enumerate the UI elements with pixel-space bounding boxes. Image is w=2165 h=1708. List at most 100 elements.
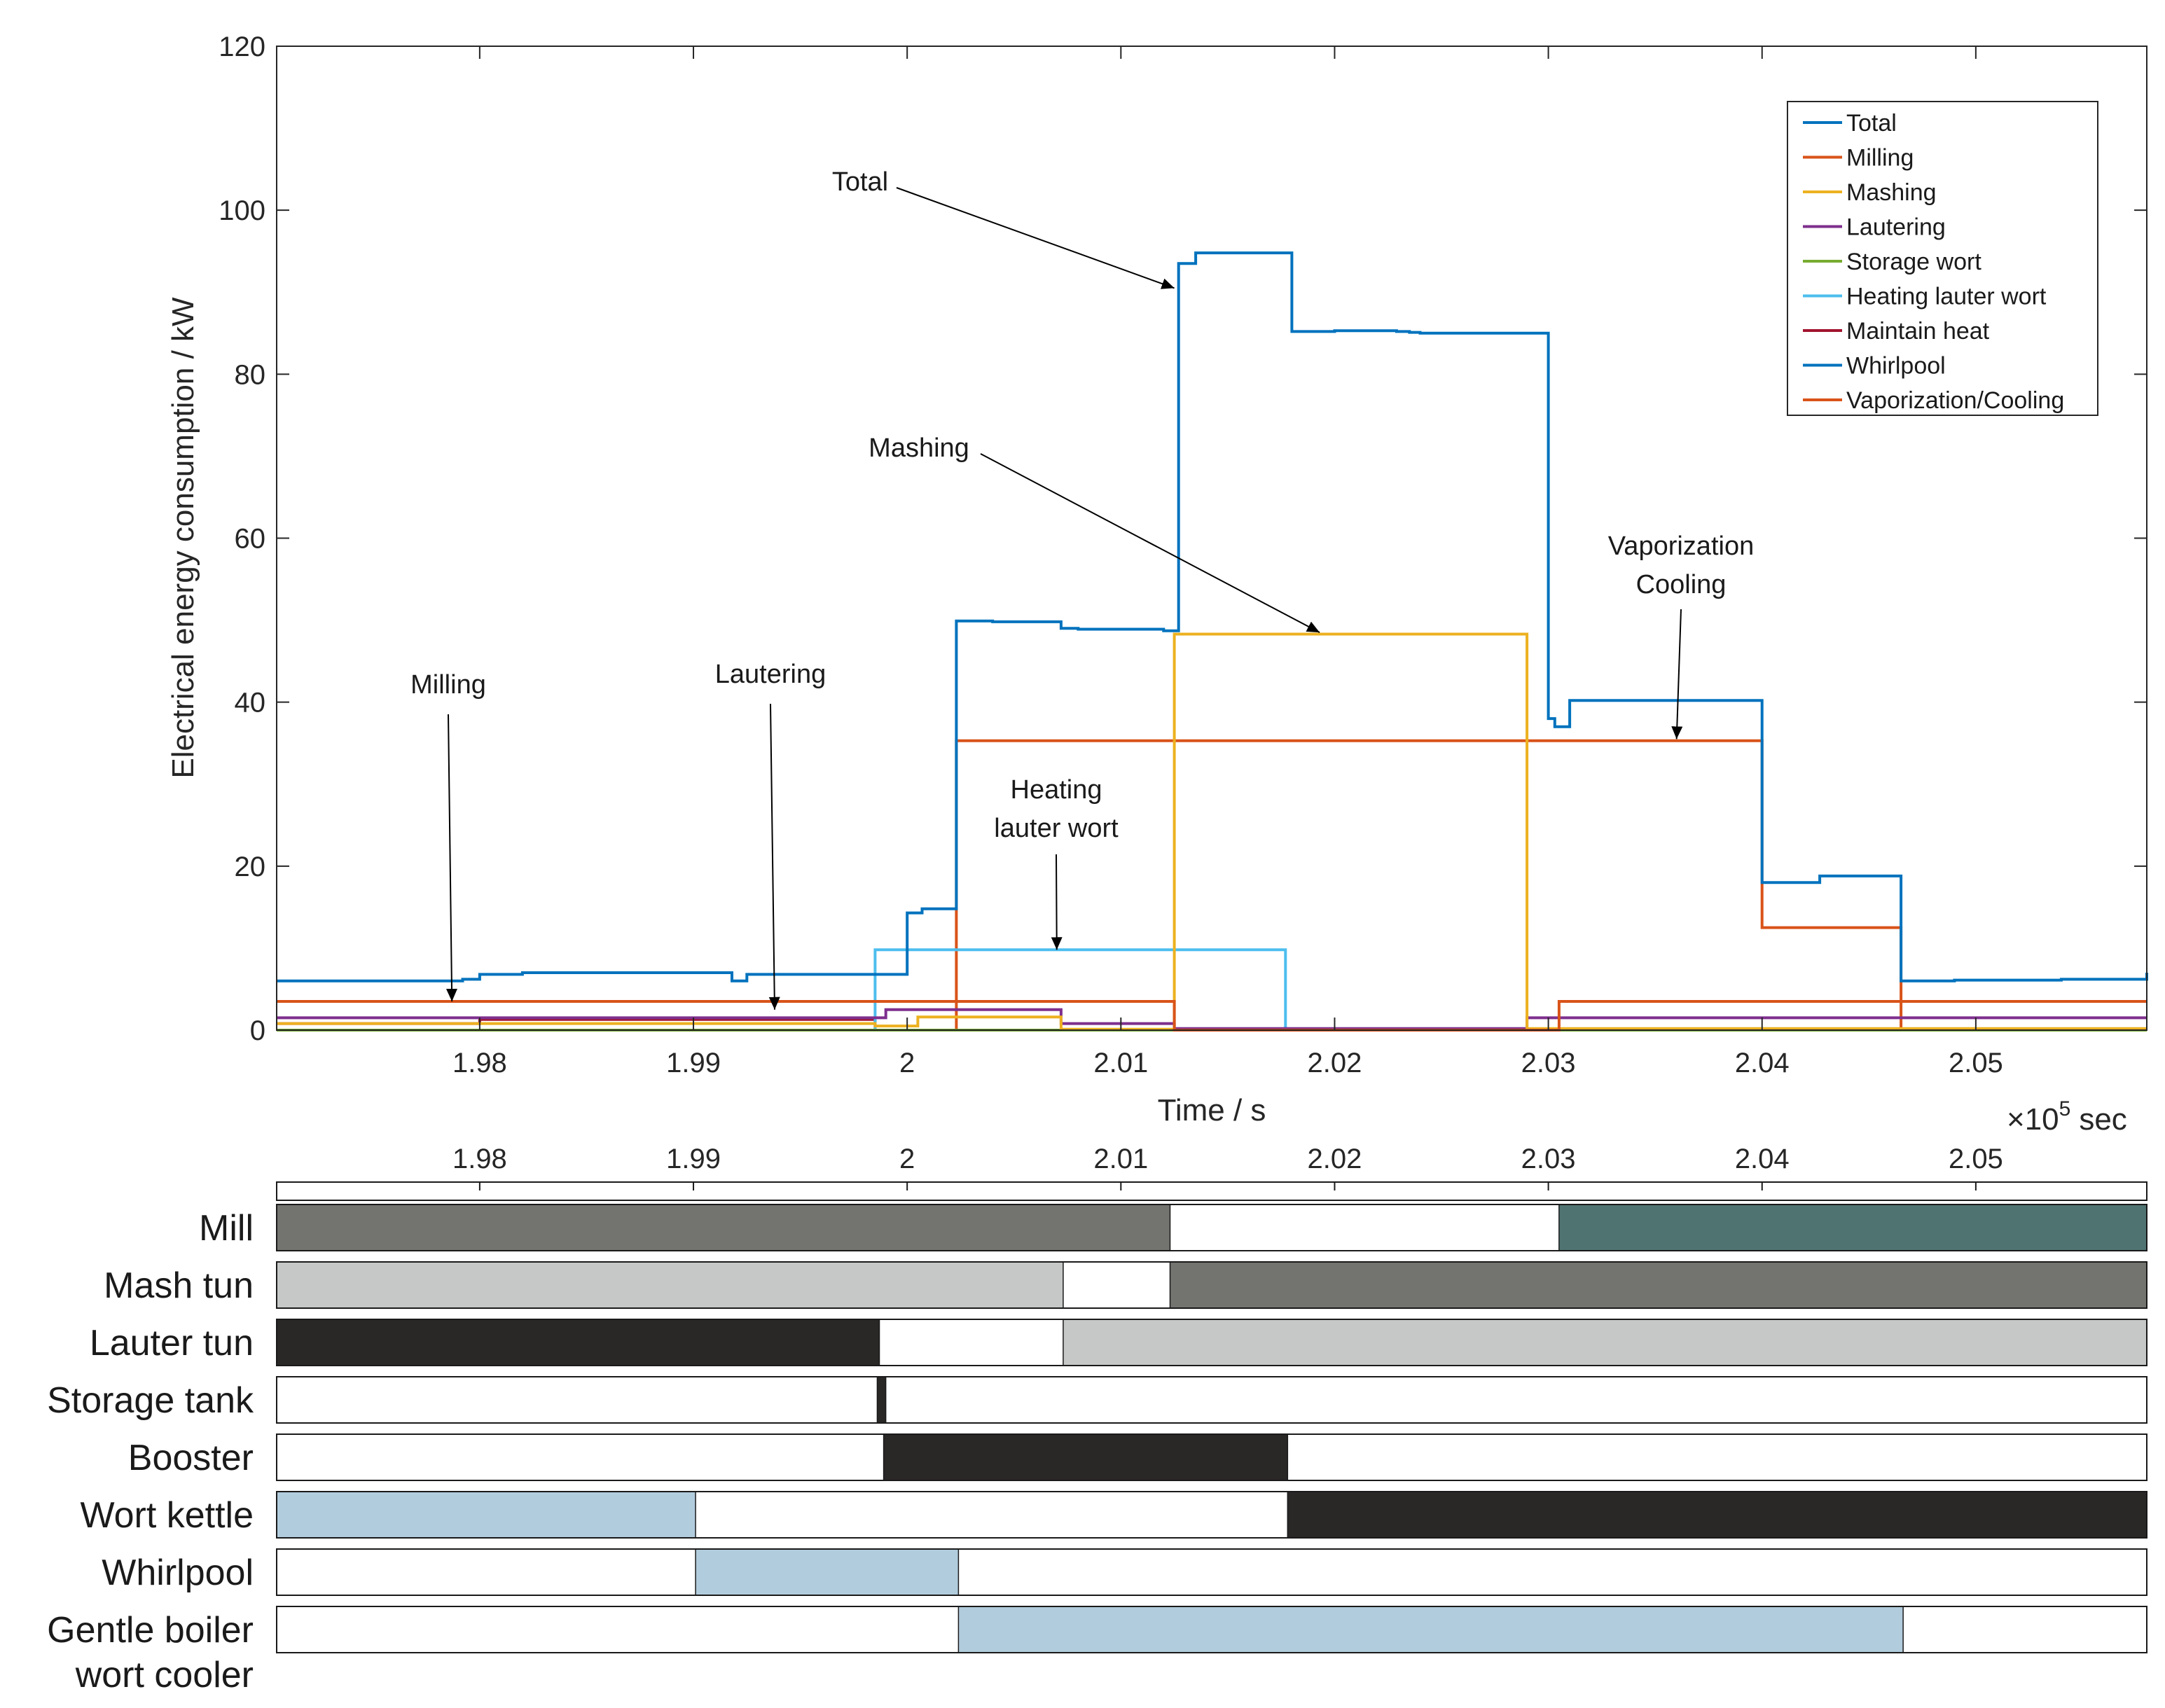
gantt-row-frame	[276, 1319, 2147, 1366]
annotation-arrow	[1051, 854, 1063, 950]
gantt-segment	[1169, 1261, 2147, 1309]
gantt-segment	[695, 1548, 960, 1596]
gantt-row-storage-tank: Storage tank	[47, 1376, 2147, 1424]
x-tick-label: 2.01	[1093, 1048, 1148, 1078]
gantt-segment	[1287, 1491, 2147, 1539]
gantt-row-bg	[277, 1549, 2147, 1595]
gantt-row-frame	[276, 1433, 2147, 1481]
gantt-row-label: Storage tank	[47, 1380, 254, 1421]
gantt-row-frame	[276, 1491, 2147, 1539]
gantt-row-label: Mill	[199, 1208, 254, 1249]
legend-label: Vaporization/Cooling	[1846, 387, 2064, 414]
gantt-tick-label: 2.04	[1735, 1144, 1790, 1174]
y-axis: 0 20 40 60 80 100 120	[219, 32, 2147, 1046]
gantt-segment	[276, 1261, 1064, 1309]
annotation-arrow	[445, 714, 457, 1002]
legend-label: Whirlpool	[1846, 353, 1946, 380]
gantt-row-bg	[277, 1377, 2147, 1423]
gantt-row-label: Mash tun	[104, 1265, 254, 1306]
gantt-tick-label: 2.03	[1521, 1144, 1576, 1174]
legend-label: Storage wort	[1846, 249, 1981, 275]
x-tick-label: 2.03	[1521, 1048, 1576, 1078]
x-tick-label: 1.98	[452, 1048, 507, 1078]
gantt-row-label: Whirlpool	[102, 1553, 254, 1593]
legend-label: Total	[1846, 110, 1897, 137]
gantt-tick-label: 2.05	[1949, 1144, 2003, 1174]
annotations: Total Mashing Vaporization Cooling Heating la…	[410, 167, 1754, 1010]
gantt-chart: 1.98 1.99 2 2.01 2.02 2.03 2.04 2.05 Mill Mash t…	[47, 1144, 2147, 1695]
series-line-mashing	[277, 632, 2147, 1031]
x-tick-label: 2.04	[1735, 1048, 1790, 1078]
x-tick-label: 2.02	[1308, 1048, 1362, 1078]
y-tick-label: 0	[250, 1015, 265, 1046]
x-axis: 1.98 1.99 2 2.01 2.02 2.03 2.04 2.05	[452, 46, 2003, 1078]
x-axis-label: Time / s	[1158, 1093, 1266, 1127]
y-tick-label: 80	[235, 359, 266, 390]
gantt-segment	[276, 1319, 880, 1366]
gantt-segment	[876, 1376, 887, 1424]
gantt-row-label: Wort kettle	[80, 1495, 254, 1536]
gantt-tick-label: 1.98	[452, 1144, 507, 1174]
x-tick-label: 2.05	[1949, 1048, 2003, 1078]
gantt-row-label: wort cooler	[75, 1655, 254, 1695]
gantt-segment	[883, 1433, 1289, 1481]
legend: Total Milling Mashing Lautering Storage wort…	[1787, 101, 2098, 416]
annotation-label: Cooling	[1636, 570, 1727, 599]
legend-label: Mashing	[1846, 179, 1937, 206]
gantt-segment	[1063, 1319, 2147, 1366]
gantt-tick-label: 2	[899, 1144, 915, 1174]
gantt-rows: Mill Mash tun Lauter tun Storage tank Booste…	[47, 1204, 2147, 1695]
gantt-row-mill: Mill	[199, 1204, 2147, 1251]
gantt-segment	[276, 1491, 696, 1539]
y-axis-label: Electrical energy consumption / kW	[166, 297, 200, 779]
gantt-row-label: Lauter tun	[90, 1323, 254, 1363]
annotation-label: Total	[832, 167, 888, 197]
gantt-row-frame	[276, 1376, 2147, 1424]
annotation-arrow	[980, 453, 1320, 634]
gantt-row-mash-tun: Mash tun	[104, 1261, 2147, 1309]
series-line-total	[277, 251, 2148, 983]
y-tick-label: 100	[219, 195, 265, 226]
x-tick-label: 2	[899, 1048, 915, 1078]
gantt-row-frame	[276, 1261, 2147, 1309]
gantt-row-label: Gentle boiler	[47, 1610, 254, 1651]
x-multiplier-base: ×10	[2007, 1102, 2059, 1137]
gantt-row-booster: Booster	[128, 1433, 2147, 1481]
legend-box	[1787, 101, 2098, 416]
gantt-row-lauter-tun: Lauter tun	[90, 1319, 2147, 1366]
legend-label: Milling	[1846, 145, 1914, 172]
y-tick-label: 40	[235, 688, 266, 718]
gantt-row-whirlpool: Whirlpool	[102, 1548, 2147, 1596]
gantt-segment	[1558, 1204, 2147, 1251]
legend-label: Maintain heat	[1846, 318, 1990, 345]
annotation-label: Vaporization	[1608, 532, 1754, 561]
annotation-arrow	[1671, 609, 1683, 740]
gantt-top-axis	[276, 1181, 2147, 1201]
gantt-tick-label: 1.99	[666, 1144, 721, 1174]
y-tick-label: 120	[219, 32, 265, 62]
x-multiplier-exponent: 5	[2059, 1097, 2071, 1120]
gantt-segment	[276, 1204, 1171, 1251]
annotation-arrow	[896, 187, 1175, 289]
gantt-row-wort-kettle: Wort kettle	[80, 1491, 2147, 1539]
gantt-x-axis: 1.98 1.99 2 2.01 2.02 2.03 2.04 2.05	[452, 1144, 2003, 1190]
gantt-tick-label: 2.02	[1308, 1144, 1362, 1174]
x-multiplier-unit: sec	[2079, 1102, 2126, 1137]
annotation-label: Mashing	[869, 433, 969, 463]
y-tick-label: 20	[235, 852, 266, 882]
line-chart: 1.98 1.99 2 2.01 2.02 2.03 2.04 2.05 0 20 40 60 80 1…	[166, 32, 2148, 1137]
gantt-tick-label: 2.01	[1093, 1144, 1148, 1174]
annotation-label: Lautering	[715, 660, 826, 689]
annotation-label: Milling	[410, 670, 486, 700]
legend-label: Lautering	[1846, 214, 1946, 241]
annotation-arrow	[768, 703, 780, 1010]
legend-label: Heating lauter wort	[1846, 284, 2047, 310]
x-tick-label: 1.99	[666, 1048, 721, 1078]
gantt-row-label: Booster	[128, 1438, 254, 1478]
gantt-segment	[957, 1606, 1904, 1653]
annotation-label: lauter wort	[994, 814, 1119, 843]
y-tick-label: 60	[235, 524, 266, 555]
annotation-label: Heating	[1011, 775, 1102, 805]
